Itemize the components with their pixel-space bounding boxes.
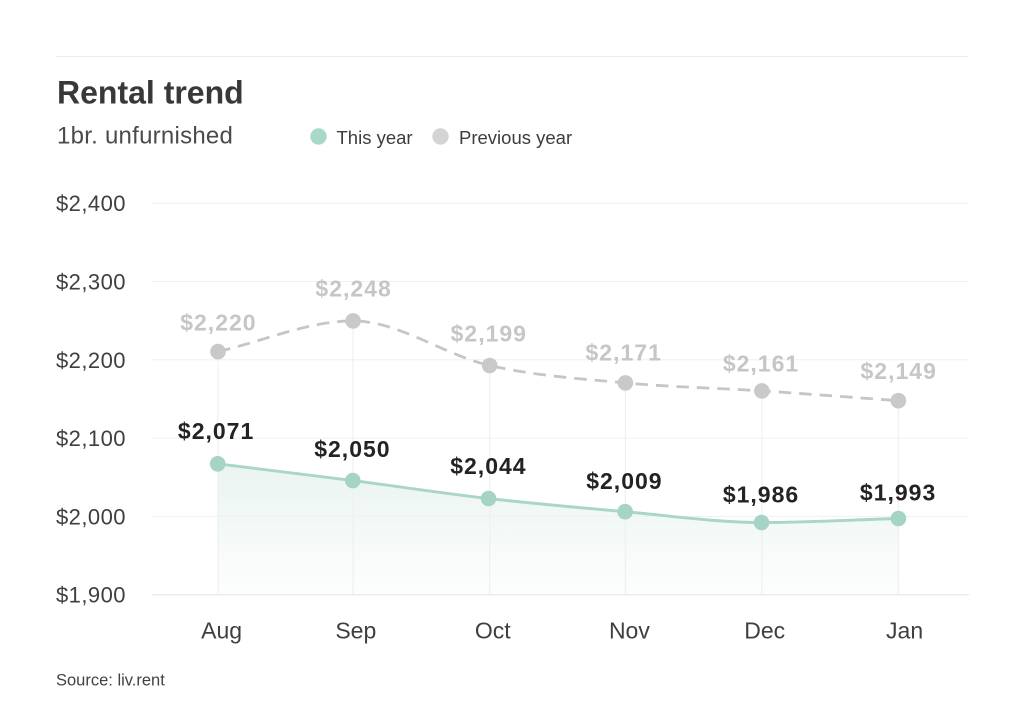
svg-text:Rental trend: Rental trend [57,74,244,110]
svg-text:1br. unfurnished: 1br. unfurnished [57,123,233,150]
svg-text:$2,300: $2,300 [56,270,126,295]
svg-text:$2,171: $2,171 [586,340,662,366]
svg-text:$2,220: $2,220 [180,309,256,335]
svg-text:Dec: Dec [744,618,785,644]
svg-text:Sep: Sep [335,618,376,644]
svg-text:This year: This year [337,127,413,148]
svg-text:Oct: Oct [475,618,511,644]
svg-text:$2,071: $2,071 [178,418,254,444]
svg-text:$1,986: $1,986 [723,482,799,508]
svg-text:$2,100: $2,100 [56,426,126,451]
svg-text:$2,248: $2,248 [315,276,391,302]
svg-text:$2,400: $2,400 [56,191,126,216]
svg-text:$2,009: $2,009 [586,468,662,494]
svg-text:$2,200: $2,200 [56,348,126,373]
svg-text:Aug: Aug [201,618,242,644]
svg-text:$2,044: $2,044 [450,453,526,479]
svg-text:Nov: Nov [609,618,650,644]
svg-text:$2,161: $2,161 [723,351,799,377]
svg-text:$2,050: $2,050 [314,436,390,462]
svg-text:$2,149: $2,149 [861,358,937,384]
svg-text:Source: liv.rent: Source: liv.rent [56,672,165,690]
svg-text:Previous year: Previous year [459,127,572,148]
svg-text:$2,000: $2,000 [56,504,126,529]
svg-text:$1,900: $1,900 [56,583,126,608]
svg-text:Jan: Jan [886,618,923,644]
svg-text:$1,993: $1,993 [860,480,936,506]
svg-text:$2,199: $2,199 [451,320,527,346]
